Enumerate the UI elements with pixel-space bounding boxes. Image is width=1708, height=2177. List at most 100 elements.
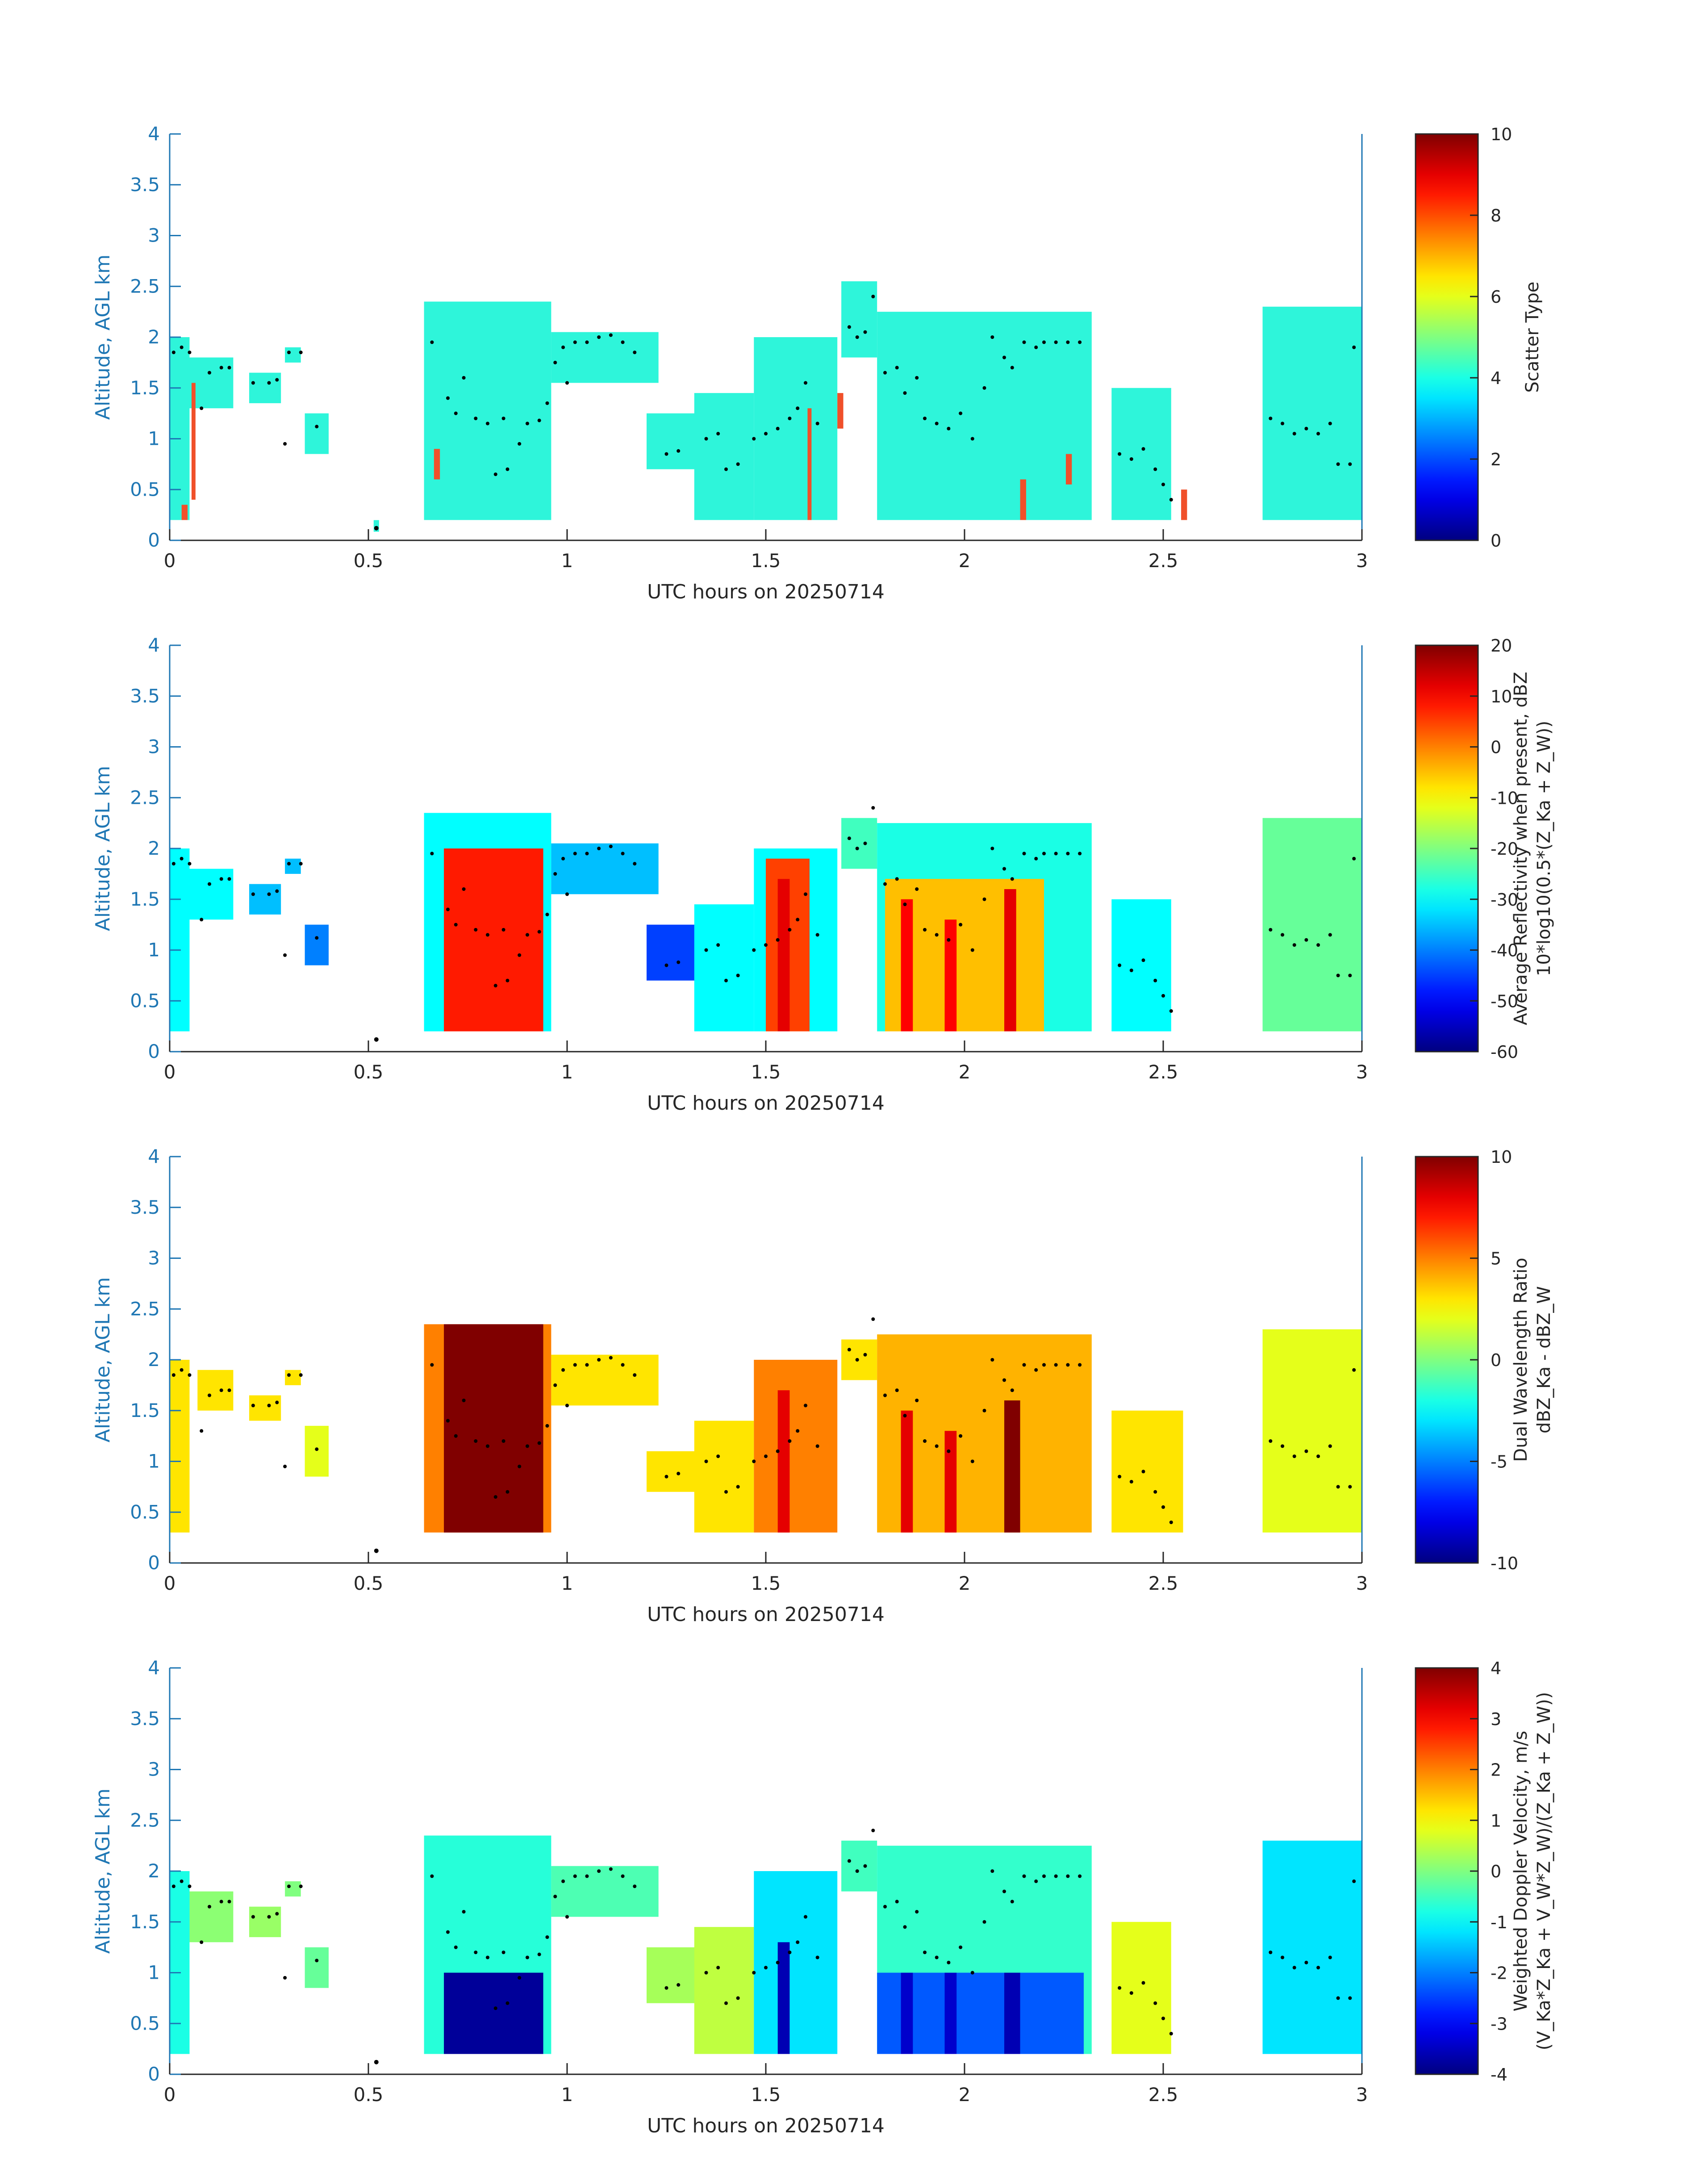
cloud-top-point [299,351,303,355]
cloud-top-point [553,1894,557,1898]
cloud-top-point [677,449,681,453]
cloud-top-point [1316,1454,1320,1458]
cloud-top-point [553,360,557,364]
cloud-top-point [505,1490,509,1494]
cloud-top-point [1066,1363,1070,1367]
cloud-top-point [903,391,907,395]
y-tick-label: 3.5 [130,1196,160,1218]
cloud-top-point [704,437,708,441]
cloud-top-point [970,1971,974,1975]
cloud-top-point [736,974,740,978]
cloud-top-point [664,452,668,456]
x-tick-label: 2.5 [1148,2084,1178,2106]
cloud-top-point [704,948,708,952]
cloud-top-point [915,376,919,380]
cloud-top-point [1328,933,1332,937]
y-tick-label: 3 [148,1247,160,1269]
cloud-top-point [621,1363,625,1367]
cloud-top-point [724,978,728,982]
cloud-top-point [1352,1368,1356,1372]
cloud-top-point [959,411,963,415]
cloud-region-1 [170,848,190,1032]
x-tick-label: 0.5 [354,1061,384,1083]
cloud-top-point [724,2001,728,2005]
colorbar-label: Weighted Doppler Velocity, m/s [1511,1731,1531,2012]
y-tick-label: 0.5 [130,1501,160,1523]
y-tick-label: 0.5 [130,478,160,500]
stripe-1 [777,1390,790,1533]
cloud-top-point [796,1429,800,1433]
stripe-1 [191,383,196,500]
cloud-top-point [486,1444,489,1448]
cloud-top-point [251,1915,255,1919]
cloud-top-point [1269,1439,1273,1443]
cloud-top-point [1054,852,1058,856]
y-tick-label: 3.5 [130,174,160,196]
cloud-top-point [1010,366,1014,370]
cloud-top-point [788,1951,792,1954]
cloud-top-point [1281,1956,1284,1960]
cloud-top-point [871,806,875,810]
stripe-4 [807,408,812,520]
cloud-top-point [1292,1454,1296,1458]
cloud-top-point [1042,1363,1046,1367]
cloud-top-point [486,1956,489,1960]
cloud-top-point [815,933,819,937]
stripe-4 [1004,889,1016,1032]
cloud-region-10 [754,337,838,520]
cloud-top-point [315,1447,319,1451]
cloud-region-7 [444,1972,543,2054]
cloud-top-point [454,1434,458,1438]
cloud-top-point [1304,1960,1308,1964]
cloud-top-point [982,1408,986,1412]
cloud-top-point [804,1404,807,1408]
cloud-top-point [1328,1956,1332,1960]
cloud-top-point [267,1404,271,1408]
cloud-top-point [1336,974,1340,978]
cloud-top-point [903,1925,907,1929]
stripe-3 [944,1972,957,2054]
cloud-top-point [208,1905,211,1909]
isolated-point [374,1037,379,1042]
x-tick-label: 2 [959,2084,971,2106]
cloud-top-point [1269,928,1273,932]
cloud-top-point [518,442,522,446]
cloud-top-point [871,1317,875,1321]
cloud-top-point [915,1910,919,1914]
y-tick-label: 4 [148,1145,160,1167]
cloud-top-point [219,877,223,881]
cloud-top-point [537,930,541,934]
cloud-top-point [863,841,867,845]
cloud-top-point [1042,852,1046,856]
cloud-region-8 [551,1866,659,1917]
cloud-region-7 [551,332,659,383]
cloud-top-point [895,877,899,881]
cloud-top-point [1129,1991,1133,1995]
cloud-top-point [915,887,919,891]
cloud-top-point [188,1373,192,1377]
cloud-top-point [1269,417,1273,420]
cloud-top-point [855,1869,859,1873]
cloud-top-point [923,417,927,420]
cloud-top-point [1141,958,1145,962]
cloud-top-point [474,928,478,932]
y-tick-label: 1.5 [130,1400,160,1421]
cloud-top-point [454,923,458,927]
x-tick-label: 1.5 [751,550,781,572]
cloud-top-point [1153,1490,1157,1494]
cloud-region-8 [647,413,698,469]
cloud-top-point [752,1459,756,1463]
cloud-region-8 [551,1354,659,1406]
cloud-top-point [815,422,819,426]
x-tick-label: 2 [959,1061,971,1083]
cloud-region-2 [189,1891,234,1943]
cloud-region-11 [841,281,877,358]
cloud-top-point [454,411,458,415]
cloud-top-point [847,836,851,840]
cloud-top-point [1352,345,1356,349]
colorbar-label: dBZ_Ka - dBZ_W [1534,1286,1554,1433]
cloud-top-point [537,418,541,422]
cloud-top-point [283,953,287,957]
y-tick-label: 3 [148,1759,160,1780]
cloud-top-point [1066,852,1070,856]
